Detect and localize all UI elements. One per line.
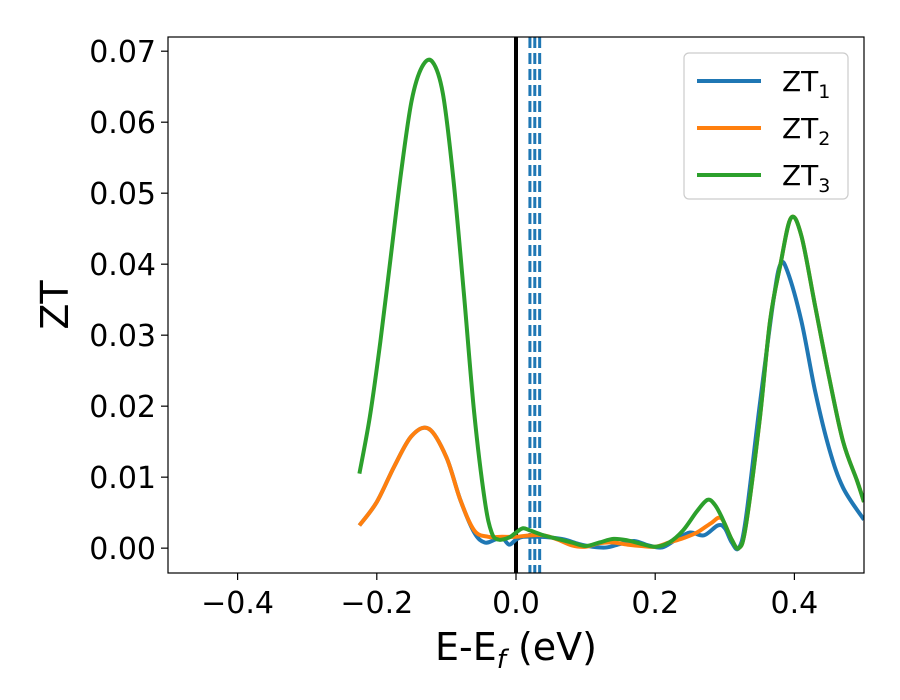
y-tick-label: 0.07 bbox=[89, 35, 156, 70]
y-tick-label: 0.02 bbox=[89, 390, 156, 425]
y-tick-label: 0.05 bbox=[89, 177, 156, 212]
legend: ZT1 ZT2 ZT3 bbox=[683, 52, 849, 200]
x-axis-ticks: −0.4 −0.2 0.0 0.2 0.4 bbox=[201, 573, 818, 621]
x-axis-title: E-Ef (eV) bbox=[435, 625, 597, 675]
legend-label-zt2: ZT2 bbox=[782, 112, 830, 150]
legend-box bbox=[683, 52, 849, 200]
legend-label-zt3: ZT3 bbox=[782, 159, 830, 197]
y-tick-label: 0.00 bbox=[89, 532, 156, 567]
y-axis-title: ZT bbox=[33, 280, 77, 330]
y-tick-label: 0.01 bbox=[89, 461, 156, 496]
y-tick-label: 0.04 bbox=[89, 248, 156, 283]
x-axis-title-unit: (eV) bbox=[506, 625, 597, 669]
x-tick-label: 0.4 bbox=[771, 586, 819, 621]
y-axis-ticks: 0.00 0.01 0.02 0.03 0.04 0.05 0.06 0.07 bbox=[89, 35, 168, 567]
x-tick-label: −0.4 bbox=[201, 586, 274, 621]
y-tick-label: 0.06 bbox=[89, 106, 156, 141]
x-tick-label: 0.2 bbox=[631, 586, 679, 621]
x-tick-label: −0.2 bbox=[340, 586, 413, 621]
series-line-zt3 bbox=[357, 57, 864, 551]
x-tick-label: 0.0 bbox=[492, 586, 540, 621]
legend-label-zt1: ZT1 bbox=[782, 65, 830, 103]
y-tick-label: 0.03 bbox=[89, 319, 156, 354]
x-axis-title-main: E-E bbox=[435, 625, 497, 669]
reference-lines bbox=[514, 37, 542, 573]
series-group bbox=[357, 57, 864, 552]
